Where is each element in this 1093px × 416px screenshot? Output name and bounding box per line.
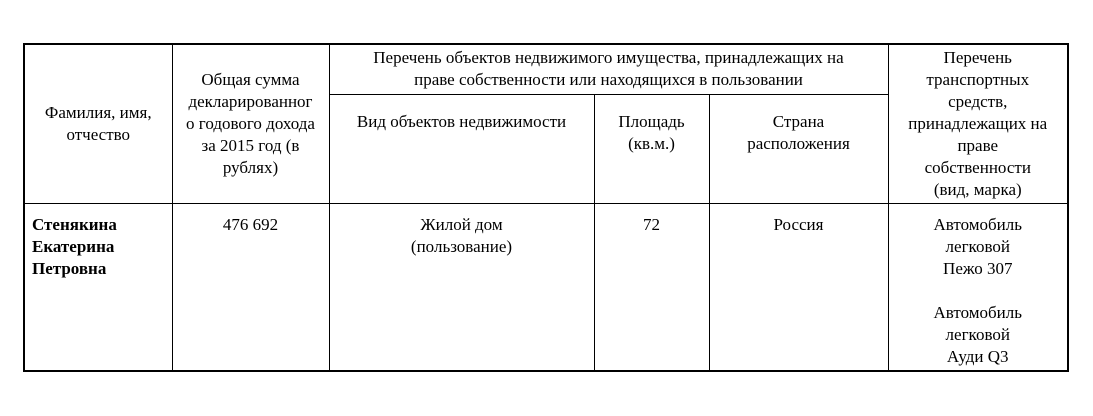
income-declaration-table: Фамилия, имя, отчество Общая сумма декла… [23, 43, 1069, 372]
header-fio: Фамилия, имя, отчество [23, 43, 173, 204]
header-row-sub: Вид объектов недвижимости Площадь (кв.м.… [24, 93, 1068, 205]
header-transport: Перечень транспортных средств, принадлеж… [887, 43, 1069, 204]
cell-realty-type: Жилой дом (пользование) [328, 203, 595, 372]
cell-country: Россия [708, 203, 889, 372]
header-country: Страна расположения [708, 93, 889, 205]
header-realty-type: Вид объектов недвижимости [328, 93, 595, 205]
cell-income: 476 692 [171, 203, 330, 372]
table-row: Стенякина Екатерина Петровна 476 692 Жил… [23, 203, 1069, 372]
cell-area: 72 [593, 203, 710, 372]
cell-fio: Стенякина Екатерина Петровна [23, 203, 173, 372]
header-area: Площадь (кв.м.) [593, 93, 710, 205]
header-realty-group: Перечень объектов недвижимого имущества,… [328, 43, 889, 95]
header-income: Общая сумма декларированног о годового д… [171, 43, 330, 204]
cell-transport: Автомобиль легковой Пежо 307 Автомобиль … [887, 203, 1069, 372]
header-row-top: Фамилия, имя, отчество Общая сумма декла… [23, 43, 1069, 204]
